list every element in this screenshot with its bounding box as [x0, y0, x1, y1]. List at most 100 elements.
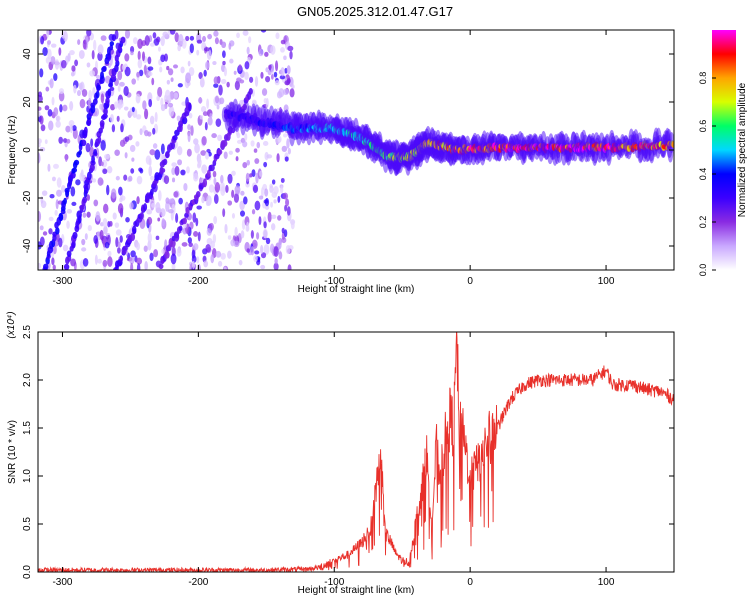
- noise-speckle: [197, 158, 202, 168]
- noise-speckle: [208, 222, 214, 231]
- noise-speckle: [147, 216, 153, 225]
- noise-speckle: [240, 230, 245, 239]
- noise-speckle: [143, 245, 148, 252]
- noise-speckle: [273, 262, 279, 270]
- noise-speckle: [213, 76, 219, 85]
- streak-segment: [55, 227, 60, 235]
- noise-speckle: [187, 60, 191, 67]
- noise-speckle: [203, 260, 209, 268]
- noise-speckle: [285, 198, 290, 207]
- noise-speckle: [155, 202, 161, 213]
- noise-speckle: [86, 211, 91, 218]
- noise-speckle: [251, 209, 256, 215]
- noise-speckle: [130, 168, 135, 174]
- noise-speckle: [148, 165, 153, 177]
- streak-segment: [83, 126, 88, 135]
- spectrogram-heatmap: [38, 30, 674, 270]
- noise-speckle: [45, 57, 51, 64]
- noise-speckle: [191, 260, 195, 270]
- noise-speckle: [54, 209, 58, 216]
- noise-speckle: [112, 212, 117, 220]
- streak-segment: [95, 90, 100, 99]
- colorbar-ticks: 0.0 0.2 0.4 0.6 0.8: [698, 72, 716, 276]
- noise-speckle: [77, 39, 81, 46]
- noise-speckle: [69, 49, 75, 56]
- noise-speckle: [261, 187, 264, 198]
- noise-speckle: [240, 190, 245, 196]
- noise-speckle: [168, 198, 175, 203]
- noise-speckle: [165, 201, 170, 213]
- noise-speckle: [264, 204, 270, 210]
- noise-speckle: [274, 80, 280, 86]
- spectrogram-x-ticks: -300 -200 -100 0 100: [52, 30, 615, 287]
- noise-speckle: [139, 168, 144, 174]
- noise-speckle: [172, 64, 179, 69]
- noise-speckle: [130, 46, 135, 54]
- noise-speckle: [107, 250, 112, 257]
- noise-speckle: [147, 232, 152, 244]
- noise-speckle: [136, 71, 140, 78]
- streak-segment: [182, 217, 187, 225]
- noise-speckle: [273, 246, 279, 258]
- x-tick-label: -200: [188, 276, 208, 287]
- noise-speckle: [234, 185, 241, 195]
- noise-speckle: [165, 197, 170, 204]
- snr-series-line: [38, 332, 674, 572]
- noise-speckle: [263, 161, 268, 168]
- noise-speckle: [227, 250, 232, 259]
- noise-speckle: [215, 118, 222, 127]
- noise-speckle: [235, 147, 240, 153]
- streak-segment: [63, 263, 70, 270]
- noise-speckle: [180, 169, 186, 176]
- noise-speckle: [278, 88, 285, 98]
- x-tick-label: 0: [467, 577, 473, 588]
- noise-speckle: [278, 251, 283, 260]
- streak-segment: [109, 41, 115, 47]
- noise-speckle: [47, 163, 51, 172]
- noise-speckle: [159, 66, 163, 73]
- noise-speckle: [178, 197, 183, 205]
- noise-speckle: [246, 248, 250, 253]
- noise-speckle: [222, 208, 226, 218]
- noise-speckle: [249, 173, 253, 178]
- noise-speckle: [282, 192, 289, 200]
- noise-speckle: [42, 46, 48, 57]
- noise-speckle: [100, 93, 105, 104]
- noise-speckle: [39, 115, 44, 125]
- noise-speckle: [238, 259, 243, 266]
- noise-speckle: [58, 47, 62, 56]
- noise-speckle: [66, 220, 70, 229]
- streak-segment: [182, 116, 188, 125]
- noise-speckle: [283, 55, 287, 61]
- noise-speckle: [222, 50, 226, 58]
- noise-speckle: [263, 221, 267, 229]
- noise-speckle: [62, 138, 68, 143]
- noise-speckle: [223, 151, 228, 159]
- noise-speckle: [150, 42, 155, 47]
- noise-speckle: [94, 254, 98, 265]
- noise-speckle: [144, 108, 149, 120]
- noise-speckle: [160, 208, 166, 217]
- noise-speckle: [260, 244, 264, 255]
- noise-speckle: [171, 177, 176, 183]
- noise-speckle: [161, 218, 165, 227]
- noise-speckle: [146, 209, 151, 215]
- noise-speckle: [44, 105, 50, 111]
- noise-speckle: [51, 176, 56, 182]
- noise-speckle: [252, 184, 259, 193]
- noise-speckle: [144, 129, 149, 137]
- noise-speckle: [188, 112, 193, 119]
- noise-speckle: [124, 152, 128, 159]
- noise-speckle: [131, 157, 135, 162]
- noise-speckle: [115, 175, 120, 181]
- noise-speckle: [38, 152, 41, 164]
- noise-speckle: [256, 232, 260, 240]
- noise-speckle: [286, 138, 290, 149]
- noise-speckle: [269, 185, 274, 193]
- signal-halo: [668, 132, 674, 153]
- streak-segment: [109, 44, 114, 51]
- noise-speckle: [39, 225, 44, 231]
- noise-speckle: [157, 86, 163, 98]
- snr-y-label: SNR (10 * v/v): [7, 420, 18, 484]
- colorbar: 0.0 0.2 0.4 0.6 0.8 Normalized spectral ampl…: [698, 30, 748, 276]
